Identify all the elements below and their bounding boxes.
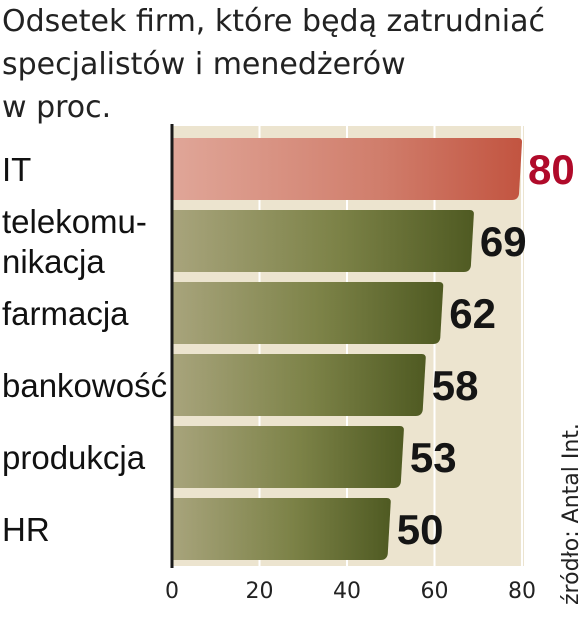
bar: [172, 426, 404, 488]
bar: [172, 210, 474, 272]
category-label: telekomu-: [2, 203, 147, 240]
bar: [172, 282, 444, 344]
value-label: 69: [480, 218, 527, 265]
chart-title-line-2: specjalistów i menedżerów: [2, 47, 406, 82]
value-label: 50: [397, 506, 444, 553]
value-label: 53: [410, 434, 457, 481]
x-tick-label: 80: [508, 579, 536, 604]
value-label: 80: [528, 146, 575, 193]
chart-title-line-1: Odsetek firm, które będą zatrudniać: [2, 4, 545, 39]
bar: [172, 138, 522, 200]
category-labels: IT telekomu-nikacja farmacja bankowość produ…: [2, 151, 167, 548]
x-tick-label: 40: [333, 579, 361, 604]
x-tick-labels: 0 20 40 60 80: [165, 579, 536, 604]
value-label: 58: [432, 362, 479, 409]
bars: [172, 138, 522, 560]
x-tick-label: 60: [421, 579, 449, 604]
category-label: nikacja: [2, 243, 105, 280]
bar: [172, 354, 426, 416]
source-label: źródło: Antal Int.: [559, 423, 584, 605]
category-label: produkcja: [2, 439, 146, 476]
bar: [172, 498, 391, 560]
x-tick-label: 0: [165, 579, 179, 604]
category-label: IT: [2, 151, 31, 188]
x-tick-label: 20: [246, 579, 274, 604]
category-label: bankowość: [2, 367, 167, 404]
value-label: 62: [449, 290, 496, 337]
category-label: farmacja: [2, 295, 129, 332]
chart-title-line-3: w proc.: [2, 90, 111, 125]
category-label: HR: [2, 511, 50, 548]
